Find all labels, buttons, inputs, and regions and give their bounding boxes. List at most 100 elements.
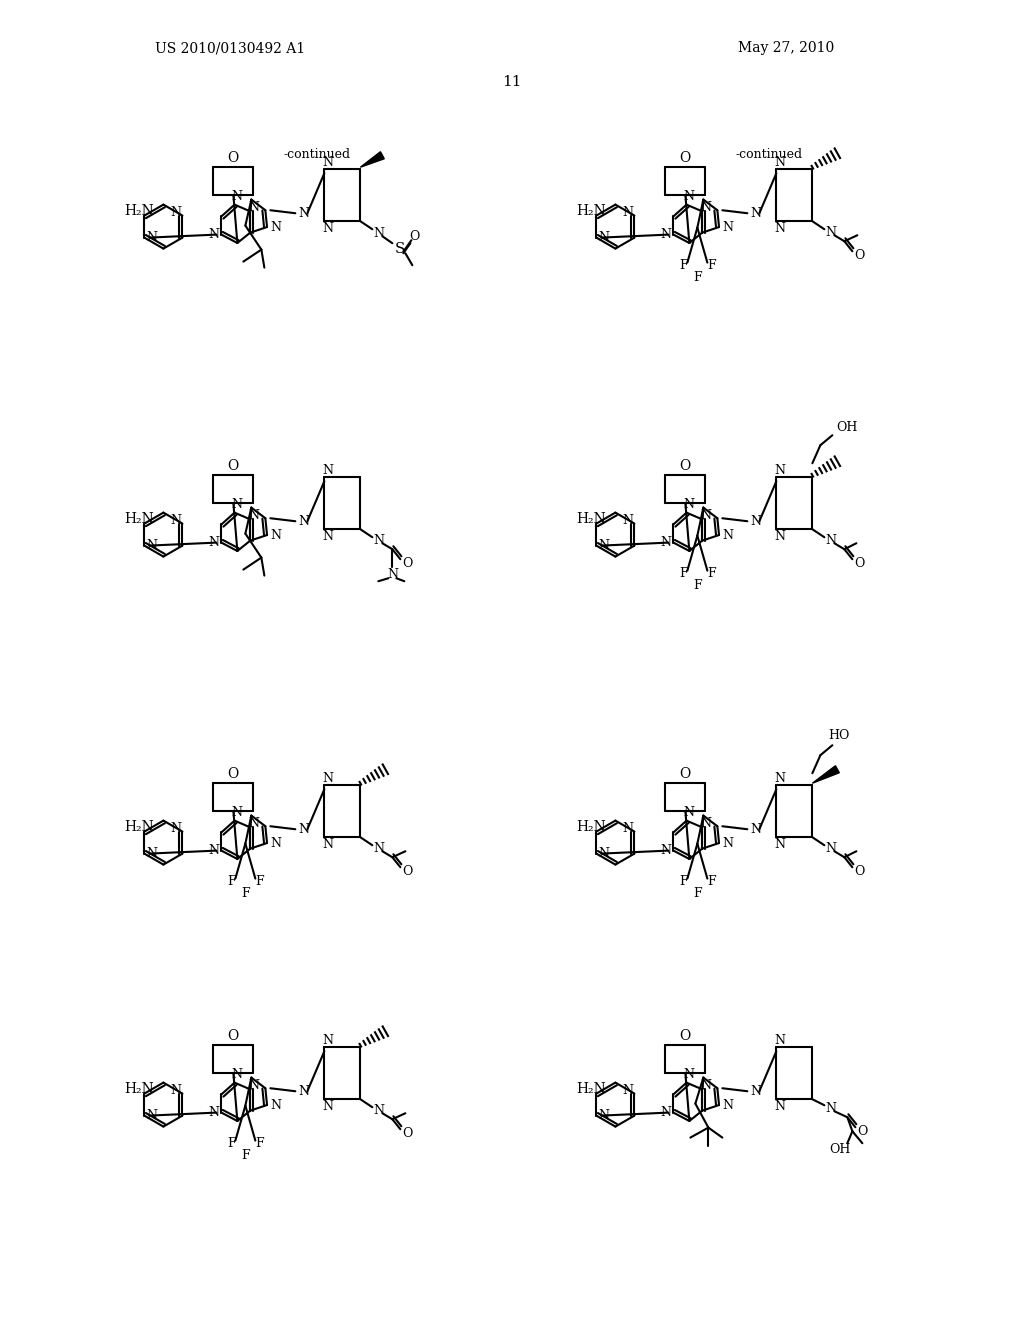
Text: -continued: -continued	[283, 148, 350, 161]
Text: N: N	[322, 529, 333, 543]
Text: O: O	[854, 248, 864, 261]
Text: H₂N: H₂N	[577, 1081, 606, 1096]
Text: H₂N: H₂N	[125, 1081, 155, 1096]
Text: N: N	[825, 1102, 836, 1114]
Text: N: N	[598, 1109, 609, 1122]
Text: N: N	[322, 1100, 333, 1113]
Text: N: N	[231, 1068, 242, 1081]
Text: N: N	[170, 822, 181, 836]
Text: N: N	[322, 222, 333, 235]
Text: N: N	[683, 498, 694, 511]
Text: N: N	[774, 463, 784, 477]
Text: N: N	[774, 1100, 784, 1113]
Text: N: N	[683, 190, 694, 203]
Text: N: N	[270, 528, 282, 541]
Text: N: N	[750, 515, 761, 528]
Text: F: F	[707, 875, 716, 888]
Text: O: O	[857, 1125, 867, 1138]
Text: N: N	[298, 207, 309, 219]
Text: OH: OH	[837, 421, 858, 434]
Text: N: N	[622, 822, 633, 836]
Text: O: O	[854, 865, 864, 878]
Text: H₂N: H₂N	[125, 512, 155, 525]
Text: N: N	[248, 1078, 259, 1092]
Text: N: N	[723, 1098, 733, 1111]
Text: N: N	[170, 1084, 181, 1097]
Text: N: N	[145, 1109, 157, 1122]
Text: N: N	[208, 843, 219, 857]
Text: N: N	[825, 533, 836, 546]
Text: N: N	[825, 226, 836, 239]
Text: H₂N: H₂N	[125, 820, 155, 834]
Text: H₂N: H₂N	[577, 512, 606, 525]
Text: F: F	[227, 875, 236, 888]
Text: N: N	[145, 539, 157, 552]
Text: N: N	[659, 1106, 671, 1119]
Text: F: F	[693, 887, 701, 900]
Text: N: N	[322, 156, 333, 169]
Text: O: O	[227, 767, 239, 781]
Text: N: N	[699, 510, 711, 523]
Text: N: N	[373, 227, 384, 240]
Text: 11: 11	[502, 75, 522, 88]
Text: N: N	[298, 515, 309, 528]
Text: N: N	[723, 528, 733, 541]
Text: N: N	[699, 1078, 711, 1092]
Text: N: N	[373, 842, 384, 855]
Text: N: N	[145, 847, 157, 861]
Text: N: N	[231, 190, 242, 203]
Text: OH: OH	[829, 1143, 851, 1156]
Text: N: N	[774, 529, 784, 543]
Text: N: N	[145, 231, 157, 244]
Text: N: N	[750, 822, 761, 836]
Text: N: N	[231, 807, 242, 820]
Text: N: N	[298, 822, 309, 836]
Text: N: N	[170, 513, 181, 527]
Text: F: F	[241, 1150, 250, 1162]
Text: N: N	[622, 1084, 633, 1097]
Text: N: N	[208, 536, 219, 549]
Text: N: N	[622, 513, 633, 527]
Text: N: N	[387, 568, 398, 581]
Text: N: N	[170, 206, 181, 219]
Text: N: N	[699, 201, 711, 214]
Text: N: N	[825, 842, 836, 855]
Text: F: F	[227, 1137, 236, 1150]
Text: O: O	[402, 557, 413, 570]
Text: H₂N: H₂N	[577, 203, 606, 218]
Text: O: O	[680, 150, 691, 165]
Text: O: O	[680, 1030, 691, 1043]
Text: N: N	[659, 843, 671, 857]
Text: F: F	[255, 1137, 263, 1150]
Text: -continued: -continued	[735, 148, 802, 161]
Text: F: F	[679, 568, 688, 579]
Text: N: N	[373, 533, 384, 546]
Text: N: N	[723, 220, 733, 234]
Text: N: N	[774, 838, 784, 851]
Text: F: F	[693, 579, 701, 593]
Text: N: N	[750, 1085, 761, 1098]
Text: N: N	[270, 837, 282, 850]
Text: N: N	[774, 222, 784, 235]
Text: N: N	[699, 817, 711, 830]
Text: N: N	[774, 772, 784, 784]
Text: N: N	[598, 539, 609, 552]
Text: N: N	[322, 1034, 333, 1047]
Text: H₂N: H₂N	[125, 203, 155, 218]
Text: N: N	[248, 510, 259, 523]
Text: N: N	[598, 231, 609, 244]
Text: N: N	[248, 201, 259, 214]
Text: N: N	[774, 1034, 784, 1047]
Text: N: N	[298, 1085, 309, 1098]
Text: N: N	[208, 1106, 219, 1119]
Text: N: N	[373, 1104, 384, 1117]
Text: O: O	[854, 557, 864, 570]
Text: N: N	[683, 1068, 694, 1081]
Text: HO: HO	[828, 729, 850, 742]
Text: O: O	[402, 1127, 413, 1139]
Text: N: N	[774, 156, 784, 169]
Text: N: N	[322, 772, 333, 784]
Text: N: N	[322, 838, 333, 851]
Text: F: F	[693, 271, 701, 284]
Text: F: F	[679, 259, 688, 272]
